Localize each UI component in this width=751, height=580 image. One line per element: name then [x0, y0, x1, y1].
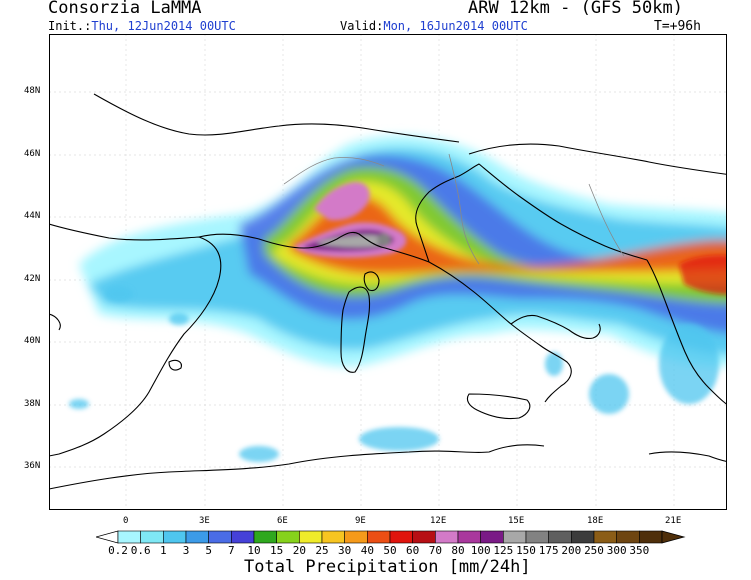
colorbar-tick-label: 125	[493, 544, 514, 557]
colorbar-tick-label: 30	[338, 544, 352, 557]
precipitation-field	[79, 135, 727, 367]
colorbar-swatch	[140, 530, 164, 544]
lat-label-48n: 48N	[24, 86, 41, 96]
init-value: Thu, 12Jun2014 00UTC	[91, 19, 236, 33]
colorbar-tick-label: 300	[606, 544, 627, 557]
init-label: Init.:	[48, 19, 92, 33]
colorbar-tick-label: 175	[538, 544, 559, 557]
colorbar-tick-label: 150	[516, 544, 536, 557]
colorbar-swatch	[457, 530, 481, 544]
precipitation-core	[294, 181, 727, 295]
valid-label: Valid:	[340, 19, 384, 33]
colorbar-tick-label: 100	[470, 544, 491, 557]
colorbar-swatch	[548, 530, 572, 544]
borders	[283, 153, 625, 265]
colorbar-swatch	[321, 530, 345, 544]
lead-time: T=+96h	[654, 19, 701, 34]
colorbar-tick-label: 250	[584, 544, 604, 557]
colorbar-tick-label: 0.2	[108, 544, 128, 557]
lon-label-15e: 15E	[508, 516, 525, 526]
lat-label-36n: 36N	[24, 461, 41, 471]
colorbar-tick-label: 0.6	[130, 544, 151, 557]
colorbar-tick-label: 20	[292, 544, 306, 557]
colorbar-swatch	[117, 530, 141, 544]
colorbar-tick-label: 60	[406, 544, 420, 557]
colorbar-swatch	[480, 530, 504, 544]
colorbar-tick-label: 25	[315, 544, 329, 557]
lon-label-12e: 12E	[430, 516, 447, 526]
colorbar-swatch	[435, 530, 459, 544]
lon-label-0: 0	[123, 516, 129, 526]
colorbar-swatch	[299, 530, 323, 544]
colorbar-tick-label: 1	[160, 544, 167, 557]
colorbar-swatch	[525, 530, 549, 544]
lat-label-40n: 40N	[24, 336, 41, 346]
colorbar-tick-label: 15	[270, 544, 284, 557]
colorbar-tick-label: 7	[228, 544, 235, 557]
colorbar-swatch	[344, 530, 368, 544]
lon-label-21e: 21E	[665, 516, 682, 526]
colorbar-swatch	[593, 530, 617, 544]
valid-time: Valid:Mon, 16Jun2014 00UTC	[340, 19, 528, 33]
lat-label-38n: 38N	[24, 399, 41, 409]
lat-label-46n: 46N	[24, 149, 41, 159]
colorbar-swatch	[639, 530, 663, 544]
model-title: ARW 12km - (GFS 50km)	[468, 0, 683, 18]
colorbar-swatch	[208, 530, 232, 544]
colorbar-swatch	[412, 530, 436, 544]
colorbar-swatch	[253, 530, 277, 544]
lon-label-18e: 18E	[587, 516, 604, 526]
precipitation-colorbar	[96, 530, 686, 544]
colorbar-swatch	[503, 530, 527, 544]
precipitation-map	[49, 34, 727, 510]
source-title: Consorzia LaMMA	[48, 0, 202, 18]
colorbar-swatch	[571, 530, 595, 544]
lon-label-6e: 6E	[277, 516, 288, 526]
colorbar-swatch	[276, 530, 300, 544]
lon-label-3e: 3E	[199, 516, 210, 526]
lat-label-44n: 44N	[24, 211, 41, 221]
colorbar-tick-label: 3	[182, 544, 190, 557]
colorbar-tick-label: 200	[561, 544, 582, 557]
colorbar-swatch	[185, 530, 209, 544]
coastlines	[49, 93, 727, 490]
colorbar-max-arrow	[661, 530, 686, 544]
colorbar-swatch	[163, 530, 187, 544]
colorbar-title: Total Precipitation [mm/24h]	[244, 557, 531, 577]
lat-label-42n: 42N	[24, 274, 41, 284]
colorbar-tick-label: 350	[629, 544, 650, 557]
colorbar-tick-label: 10	[247, 544, 261, 557]
init-time: Init.:Thu, 12Jun2014 00UTC	[48, 19, 236, 33]
colorbar-tick-labels: 0.2 0.6 1 3 5 7 10 15 20 25 30 40 50 60 70 80 100 125 150 1…	[96, 544, 662, 558]
colorbar-min-arrow	[96, 530, 119, 544]
lon-label-9e: 9E	[355, 516, 366, 526]
colorbar-swatch	[367, 530, 391, 544]
colorbar-tick-label: 50	[383, 544, 397, 557]
valid-value: Mon, 16Jun2014 00UTC	[383, 19, 528, 33]
colorbar-tick-label: 80	[451, 544, 465, 557]
colorbar-tick-label: 40	[360, 544, 374, 557]
colorbar-swatch	[231, 530, 255, 544]
colorbar-swatch	[616, 530, 640, 544]
colorbar-tick-label: 70	[428, 544, 442, 557]
scattered-showers	[69, 286, 719, 462]
colorbar-tick-label: 5	[205, 544, 212, 557]
colorbar-swatch	[389, 530, 413, 544]
